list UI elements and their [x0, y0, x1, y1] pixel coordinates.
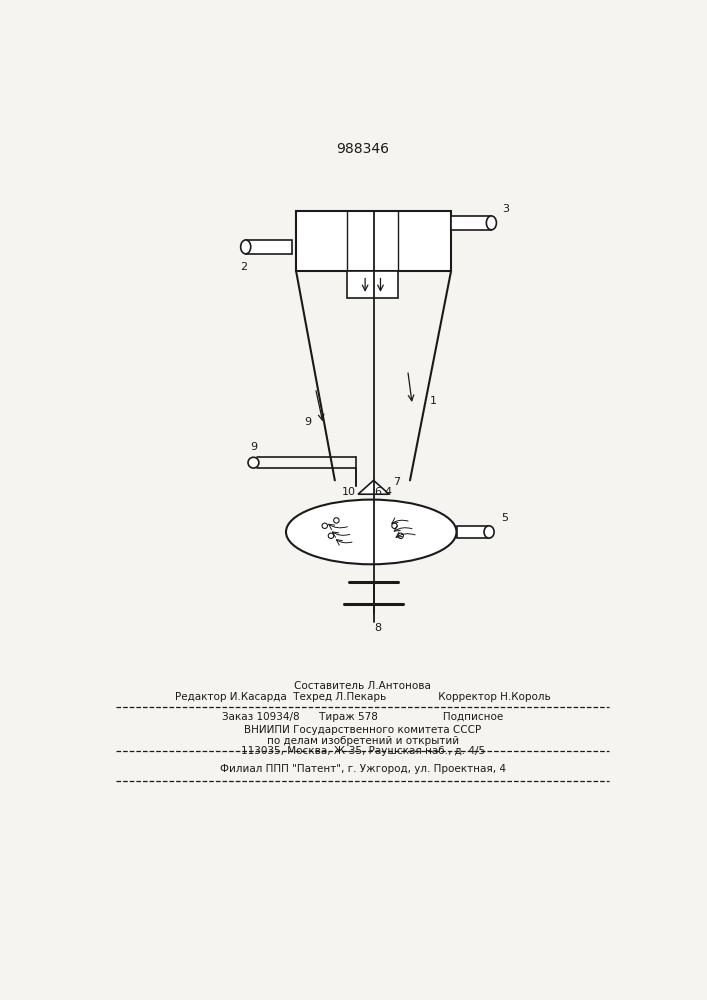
Bar: [246, 240, 292, 254]
Bar: [457, 526, 489, 538]
Text: 9: 9: [304, 417, 311, 427]
Text: 8: 8: [374, 623, 381, 633]
Text: 9: 9: [250, 442, 257, 452]
Text: Составитель Л.Антонова: Составитель Л.Антонова: [294, 681, 431, 691]
Text: 2: 2: [240, 262, 247, 272]
Ellipse shape: [240, 240, 251, 254]
Text: 113035, Москва, Ж-35, Раушская наб., д. 4/5: 113035, Москва, Ж-35, Раушская наб., д. …: [240, 746, 485, 756]
Text: Редактор И.Касарда  Техред Л.Пекарь                Корректор Н.Король: Редактор И.Касарда Техред Л.Пекарь Корре…: [175, 692, 551, 702]
Text: 10: 10: [341, 487, 356, 497]
Ellipse shape: [286, 500, 457, 564]
Text: Филиал ППП "Патент", г. Ужгород, ул. Проектная, 4: Филиал ППП "Патент", г. Ужгород, ул. Про…: [220, 764, 506, 774]
Text: 5: 5: [501, 513, 508, 523]
Bar: [347, 271, 398, 298]
Text: 3: 3: [502, 204, 509, 214]
Text: 1: 1: [430, 396, 437, 406]
Ellipse shape: [486, 216, 496, 230]
Text: 7: 7: [393, 477, 400, 487]
Text: по делам изобретений и открытий: по делам изобретений и открытий: [267, 736, 459, 746]
Text: Заказ 10934/8      Тираж 578                    Подписное: Заказ 10934/8 Тираж 578 Подписное: [222, 712, 503, 722]
Circle shape: [248, 457, 259, 468]
Bar: [296, 211, 451, 271]
Ellipse shape: [484, 526, 494, 538]
Text: 988346: 988346: [337, 142, 390, 156]
Bar: [451, 216, 491, 230]
Text: ВНИИПИ Государственного комитета СССР: ВНИИПИ Государственного комитета СССР: [244, 725, 481, 735]
Text: 6: 6: [374, 487, 381, 497]
Text: 4: 4: [385, 487, 392, 497]
Polygon shape: [358, 480, 389, 494]
